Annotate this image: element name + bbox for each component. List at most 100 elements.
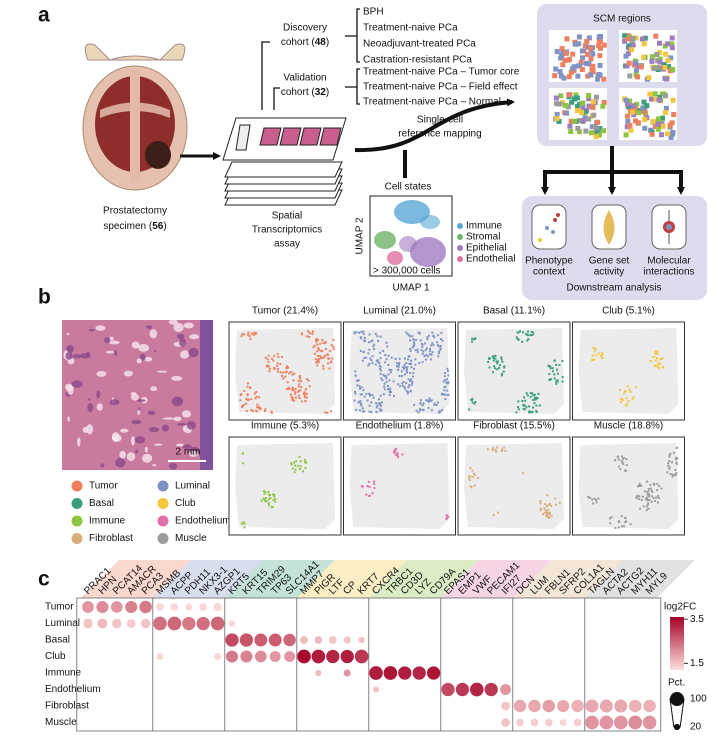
spot (315, 338, 318, 341)
dot (225, 633, 239, 647)
spot (669, 452, 672, 455)
spot (656, 365, 659, 368)
scm-spot (652, 91, 658, 97)
scm-spot (601, 42, 607, 48)
scm-spot (629, 47, 635, 53)
dot (254, 650, 267, 663)
spot (473, 474, 476, 477)
spot (285, 388, 288, 391)
spot (515, 336, 518, 339)
spot (320, 349, 323, 352)
spot (385, 377, 388, 380)
spot (494, 357, 497, 360)
spot (321, 356, 324, 359)
scm-spot (559, 46, 565, 52)
panel-label: b (38, 286, 51, 309)
spot (379, 351, 382, 354)
he-texture (136, 399, 146, 402)
dot (125, 600, 138, 614)
spot (522, 403, 525, 406)
dot (469, 682, 484, 697)
dot (528, 699, 541, 713)
dot (213, 602, 222, 612)
spot (537, 392, 540, 395)
spot (430, 344, 433, 347)
scm-spot (665, 57, 671, 63)
scm-spot (669, 35, 675, 41)
spot (487, 360, 490, 363)
row-label: Endothelium (45, 684, 101, 695)
spot (503, 365, 506, 368)
spot (447, 369, 450, 372)
spot (321, 338, 324, 341)
spot (282, 377, 285, 380)
spot (383, 388, 386, 391)
spot (412, 344, 415, 347)
spot (408, 335, 411, 338)
spot (359, 336, 362, 339)
he-texture (77, 437, 81, 447)
scm-spot (572, 118, 578, 124)
spot (305, 335, 308, 338)
dot (412, 666, 426, 680)
spot (531, 410, 534, 413)
scm-spot (562, 57, 568, 63)
scm-spot (553, 66, 559, 72)
he-texture (182, 444, 192, 450)
spot (322, 356, 325, 359)
spot (616, 456, 619, 459)
spot (273, 354, 276, 357)
spot (625, 469, 628, 472)
spot (294, 387, 297, 390)
spot (256, 403, 259, 406)
scm-spot (657, 65, 663, 71)
spot (276, 352, 279, 355)
spot (368, 494, 371, 497)
assay-label: Spatial (272, 211, 303, 222)
spot (546, 494, 549, 497)
spot (622, 463, 625, 466)
he-texture (105, 350, 115, 354)
spot (473, 484, 476, 487)
spot (539, 502, 542, 505)
header-band (368, 560, 479, 598)
scm-spot (580, 104, 586, 110)
scm-spot (641, 41, 647, 47)
specimen-label-part: ) (163, 221, 166, 232)
scm-spot (634, 101, 640, 107)
spot (407, 378, 410, 381)
scm-spot (663, 51, 669, 57)
spot (591, 358, 594, 361)
spot (371, 355, 374, 358)
spot (308, 332, 311, 335)
spot (624, 404, 627, 407)
spot (328, 350, 331, 353)
dot (153, 616, 167, 631)
scm-spot (624, 63, 630, 69)
spot (430, 409, 433, 412)
spot (414, 363, 417, 366)
spot (371, 362, 374, 365)
spot (316, 350, 319, 353)
spot (400, 375, 403, 378)
spot (535, 396, 538, 399)
panel-label: a (38, 4, 50, 27)
spot (273, 494, 276, 497)
spot (657, 494, 660, 497)
spot (444, 371, 447, 374)
spot (270, 506, 273, 509)
spot (471, 469, 474, 472)
spot (647, 487, 650, 490)
spot (500, 449, 503, 452)
spot (492, 355, 495, 358)
spot (314, 358, 317, 361)
spot (555, 380, 558, 383)
spot (545, 505, 548, 508)
spot (623, 392, 626, 395)
spot (370, 359, 373, 362)
spot (354, 374, 357, 377)
dot (314, 636, 323, 644)
spot (531, 333, 534, 336)
spot (473, 402, 476, 405)
mapping-arrow (354, 98, 515, 153)
